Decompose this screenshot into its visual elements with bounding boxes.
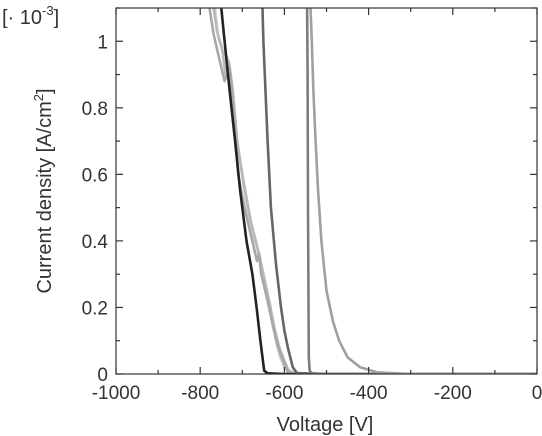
y-axis-label-sup: 2 bbox=[31, 94, 46, 101]
series-line-7 bbox=[309, 8, 537, 374]
y-tick-label: 0.2 bbox=[82, 298, 108, 319]
y-axis-label-close: ] bbox=[34, 88, 56, 94]
y-multiplier-exp: -3 bbox=[42, 3, 54, 18]
x-tick-label: -600 bbox=[265, 383, 303, 404]
y-tick-label: 0.4 bbox=[82, 232, 109, 253]
x-axis-label: Voltage [V] bbox=[277, 414, 374, 436]
series-line-3 bbox=[208, 8, 290, 374]
y-axis-label-main: Current density [A/cm bbox=[34, 101, 56, 293]
y-tick-label: 0.8 bbox=[82, 99, 108, 120]
series-line-4 bbox=[220, 8, 537, 374]
y-tick-label: 1 bbox=[97, 32, 108, 53]
y-axis-label: Current density [A/cm2] bbox=[31, 88, 56, 293]
series-layer bbox=[208, 8, 537, 374]
y-multiplier-label: [· 10-3] bbox=[2, 3, 59, 29]
y-tick-label: 0.6 bbox=[82, 165, 108, 186]
plot-frame bbox=[115, 7, 538, 375]
y-tick-label: 0 bbox=[97, 365, 108, 386]
x-tick-label: -200 bbox=[434, 383, 472, 404]
y-multiplier-suffix: ] bbox=[54, 7, 60, 29]
ticks-layer: -1000 -800 -600 -400 -200 0 0 0.2 0.4 0.6 0.8 1 bbox=[82, 7, 542, 404]
x-tick-label: -400 bbox=[350, 383, 388, 404]
y-multiplier-prefix: [· 10 bbox=[2, 7, 42, 29]
x-tick-label: 0 bbox=[532, 383, 542, 404]
x-tick-label: -1000 bbox=[92, 383, 141, 404]
series-line-6 bbox=[305, 8, 537, 374]
x-tick-label: -800 bbox=[181, 383, 219, 404]
series-line-5 bbox=[261, 8, 537, 374]
